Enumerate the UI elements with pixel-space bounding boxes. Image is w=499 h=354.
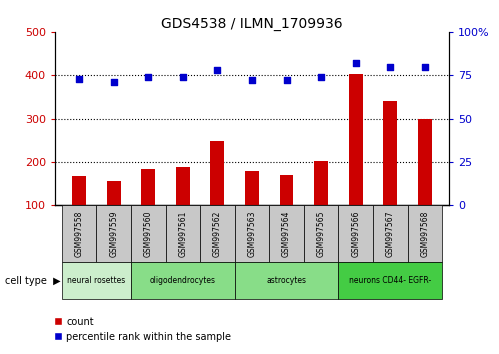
Bar <box>131 205 166 262</box>
Bar <box>269 205 304 262</box>
Bar <box>314 161 328 205</box>
Point <box>282 78 290 83</box>
Point <box>386 64 394 69</box>
Bar <box>279 175 293 205</box>
Bar <box>338 262 442 299</box>
Text: oligodendrocytes: oligodendrocytes <box>150 276 216 285</box>
Bar <box>304 205 338 262</box>
Bar <box>62 262 131 299</box>
Point <box>144 74 152 80</box>
Bar <box>200 205 235 262</box>
Bar <box>418 119 432 205</box>
Bar <box>373 205 408 262</box>
Point <box>214 67 222 73</box>
Text: GSM997564: GSM997564 <box>282 210 291 257</box>
Bar <box>338 205 373 262</box>
Text: GSM997561: GSM997561 <box>178 210 187 257</box>
Point <box>179 74 187 80</box>
Text: GSM997562: GSM997562 <box>213 210 222 257</box>
Bar <box>131 262 235 299</box>
Point <box>248 78 256 83</box>
Bar <box>383 101 397 205</box>
Text: GSM997567: GSM997567 <box>386 210 395 257</box>
Point <box>421 64 429 69</box>
Title: GDS4538 / ILMN_1709936: GDS4538 / ILMN_1709936 <box>161 17 343 31</box>
Point <box>352 60 360 66</box>
Bar <box>235 205 269 262</box>
Text: GSM997566: GSM997566 <box>351 210 360 257</box>
Bar <box>245 171 259 205</box>
Bar <box>166 205 200 262</box>
Text: astrocytes: astrocytes <box>266 276 306 285</box>
Text: GSM997563: GSM997563 <box>248 210 256 257</box>
Bar <box>107 182 121 205</box>
Text: GSM997560: GSM997560 <box>144 210 153 257</box>
Text: GSM997568: GSM997568 <box>420 210 430 257</box>
Text: GSM997558: GSM997558 <box>74 210 84 257</box>
Bar <box>176 167 190 205</box>
Text: neural rosettes: neural rosettes <box>67 276 126 285</box>
Bar <box>72 176 86 205</box>
Text: neurons CD44- EGFR-: neurons CD44- EGFR- <box>349 276 432 285</box>
Bar <box>62 205 96 262</box>
Bar <box>96 205 131 262</box>
Bar <box>211 141 225 205</box>
Bar <box>408 205 442 262</box>
Text: GSM997565: GSM997565 <box>317 210 326 257</box>
Bar <box>349 74 363 205</box>
Text: GSM997559: GSM997559 <box>109 210 118 257</box>
Legend: count, percentile rank within the sample: count, percentile rank within the sample <box>50 313 235 346</box>
Bar <box>235 262 338 299</box>
Point <box>317 74 325 80</box>
Bar <box>141 169 155 205</box>
Point <box>75 76 83 81</box>
Text: cell type  ▶: cell type ▶ <box>5 275 60 286</box>
Point <box>110 79 118 85</box>
